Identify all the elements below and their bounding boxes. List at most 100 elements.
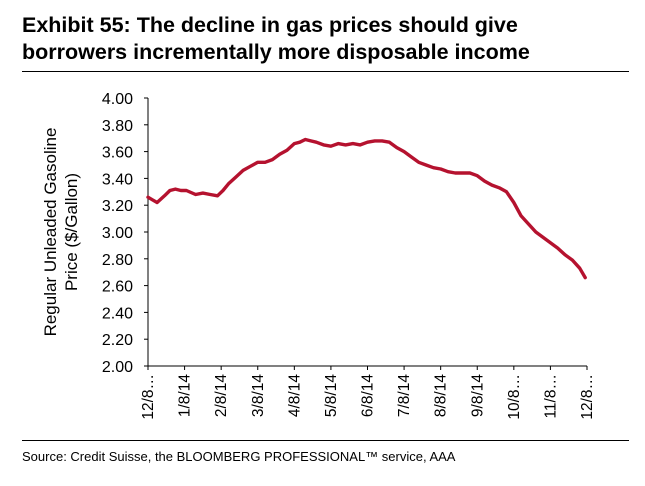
chart-title-line-1: Exhibit 55: The decline in gas prices sh… [22,13,518,37]
x-tick-label: 12/8… [140,374,157,420]
x-tick-label: 6/8/14 [360,374,377,417]
data-point [505,190,508,193]
data-point [322,143,325,147]
x-tick-label: 9/8/14 [469,374,486,417]
data-point [344,143,347,147]
title-divider [22,71,629,72]
data-point [483,179,486,183]
data-point [174,187,177,191]
x-tick-label: 10/8… [506,374,523,420]
data-point [490,183,494,187]
data-point [388,141,391,144]
data-point [278,153,281,156]
data-point [476,174,479,177]
data-point [461,171,464,175]
data-point [201,191,205,195]
y-tick-label: 3.20 [102,198,133,215]
gas-price-line-chart: Regular Unleaded Gasoline Price ($/Gallon… [41,91,596,420]
data-point [351,142,355,145]
data-point [249,165,252,168]
data-point [549,241,552,244]
data-point [271,158,274,161]
chart-title: Exhibit 55: The decline in gas prices sh… [22,12,530,66]
data-point [519,214,523,218]
data-point [380,139,384,143]
y-tick-label: 2.80 [102,252,133,269]
data-point [315,141,318,144]
data-point [373,139,376,143]
data-point [168,189,172,192]
y-axis-label-line: Price ($/Gallon) [62,173,81,291]
x-tick-label: 11/8… [542,374,559,419]
y-tick-label: 3.40 [102,171,133,188]
data-point [578,267,581,270]
data-point [556,246,559,250]
data-point [209,193,212,196]
x-tick-label: 12/8… [579,374,596,420]
data-point [241,169,245,172]
data-point [402,150,406,153]
x-tick-label: 8/8/14 [433,374,450,417]
data-point [337,142,340,145]
y-tick-label: 3.00 [102,225,133,242]
data-point [185,189,188,192]
data-point [285,149,289,152]
y-tick-label: 2.40 [102,305,133,322]
x-tick-label: 1/8/14 [177,374,194,417]
y-tick-label: 2.60 [102,279,133,296]
y-tick-label: 2.20 [102,332,133,349]
data-point [527,222,530,226]
gas-price-series-line [146,137,587,280]
y-axis-title: Regular Unleaded Gasoline Price ($/Gallon… [41,128,81,337]
data-point [298,141,301,144]
x-tick-label: 5/8/14 [323,374,340,417]
x-tick-label: 7/8/14 [396,374,413,417]
plot-area [146,137,587,280]
chart-title-line-2: borrowers incrementally more disposable … [22,40,530,64]
data-point [454,171,457,175]
data-point [359,143,362,147]
y-axis-label-line: Regular Unleaded Gasoline [41,128,60,337]
data-point [395,146,398,149]
data-point [309,139,312,143]
data-point [194,193,197,196]
data-point [563,253,567,256]
y-axis: 2.00 2.20 2.40 2.60 2.80 3.00 3.20 3.40 3.60 3.80… [102,91,149,376]
x-tick-label: 4/8/14 [286,374,303,417]
y-tick-label: 3.60 [102,145,133,162]
y-tick-label: 2.00 [102,359,133,376]
x-tick-label: 3/8/14 [250,374,267,417]
data-point [163,194,166,197]
data-point [512,201,515,204]
y-tick-label: 4.00 [102,91,133,108]
data-point [468,171,472,175]
data-point [446,170,450,173]
data-point [179,189,183,192]
data-point [221,189,225,192]
y-tick-label: 3.80 [102,118,133,135]
data-point [146,196,150,199]
data-point [227,182,230,185]
data-point [424,163,428,167]
data-point [234,175,237,179]
data-point [571,258,574,262]
data-point [432,166,435,169]
source-note: Source: Credit Suisse, the BLOOMBERG PRO… [22,449,456,464]
data-point [439,167,442,171]
data-point [417,161,420,164]
x-axis: 12/8… 1/8/14 2/8/14 3/8/14 4/8/14 5/8/14 6/8/1… [140,365,596,420]
data-point [366,141,369,144]
data-point [151,198,154,201]
footer-divider [22,440,629,441]
data-point [304,138,307,141]
data-point [534,230,537,234]
data-point [216,194,219,197]
data-point [541,236,545,239]
data-point [410,155,413,159]
data-point [498,186,501,189]
data-point [155,201,159,204]
y-axis-label: Regular Unleaded Gasoline Price ($/Gallon… [41,128,81,337]
data-point [329,145,333,148]
data-point [584,276,587,279]
data-point [263,161,267,164]
